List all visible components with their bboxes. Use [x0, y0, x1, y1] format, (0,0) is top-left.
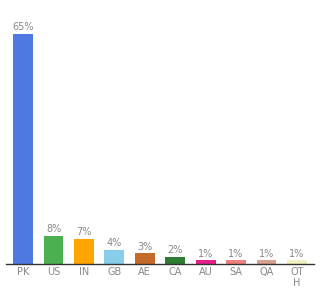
- Text: 2%: 2%: [168, 245, 183, 255]
- Bar: [165, 257, 185, 264]
- Bar: [135, 254, 155, 264]
- Text: 8%: 8%: [46, 224, 61, 234]
- Bar: [257, 260, 276, 264]
- Bar: [74, 239, 94, 264]
- Bar: [44, 236, 63, 264]
- Text: 1%: 1%: [198, 249, 213, 259]
- Bar: [13, 34, 33, 264]
- Bar: [196, 260, 215, 264]
- Text: 3%: 3%: [137, 242, 152, 252]
- Text: 4%: 4%: [107, 238, 122, 248]
- Text: 1%: 1%: [228, 249, 244, 259]
- Text: 65%: 65%: [12, 22, 34, 32]
- Text: 7%: 7%: [76, 227, 92, 237]
- Bar: [105, 250, 124, 264]
- Text: 1%: 1%: [259, 249, 274, 259]
- Bar: [226, 260, 246, 264]
- Bar: [287, 260, 307, 264]
- Text: 1%: 1%: [289, 249, 305, 259]
